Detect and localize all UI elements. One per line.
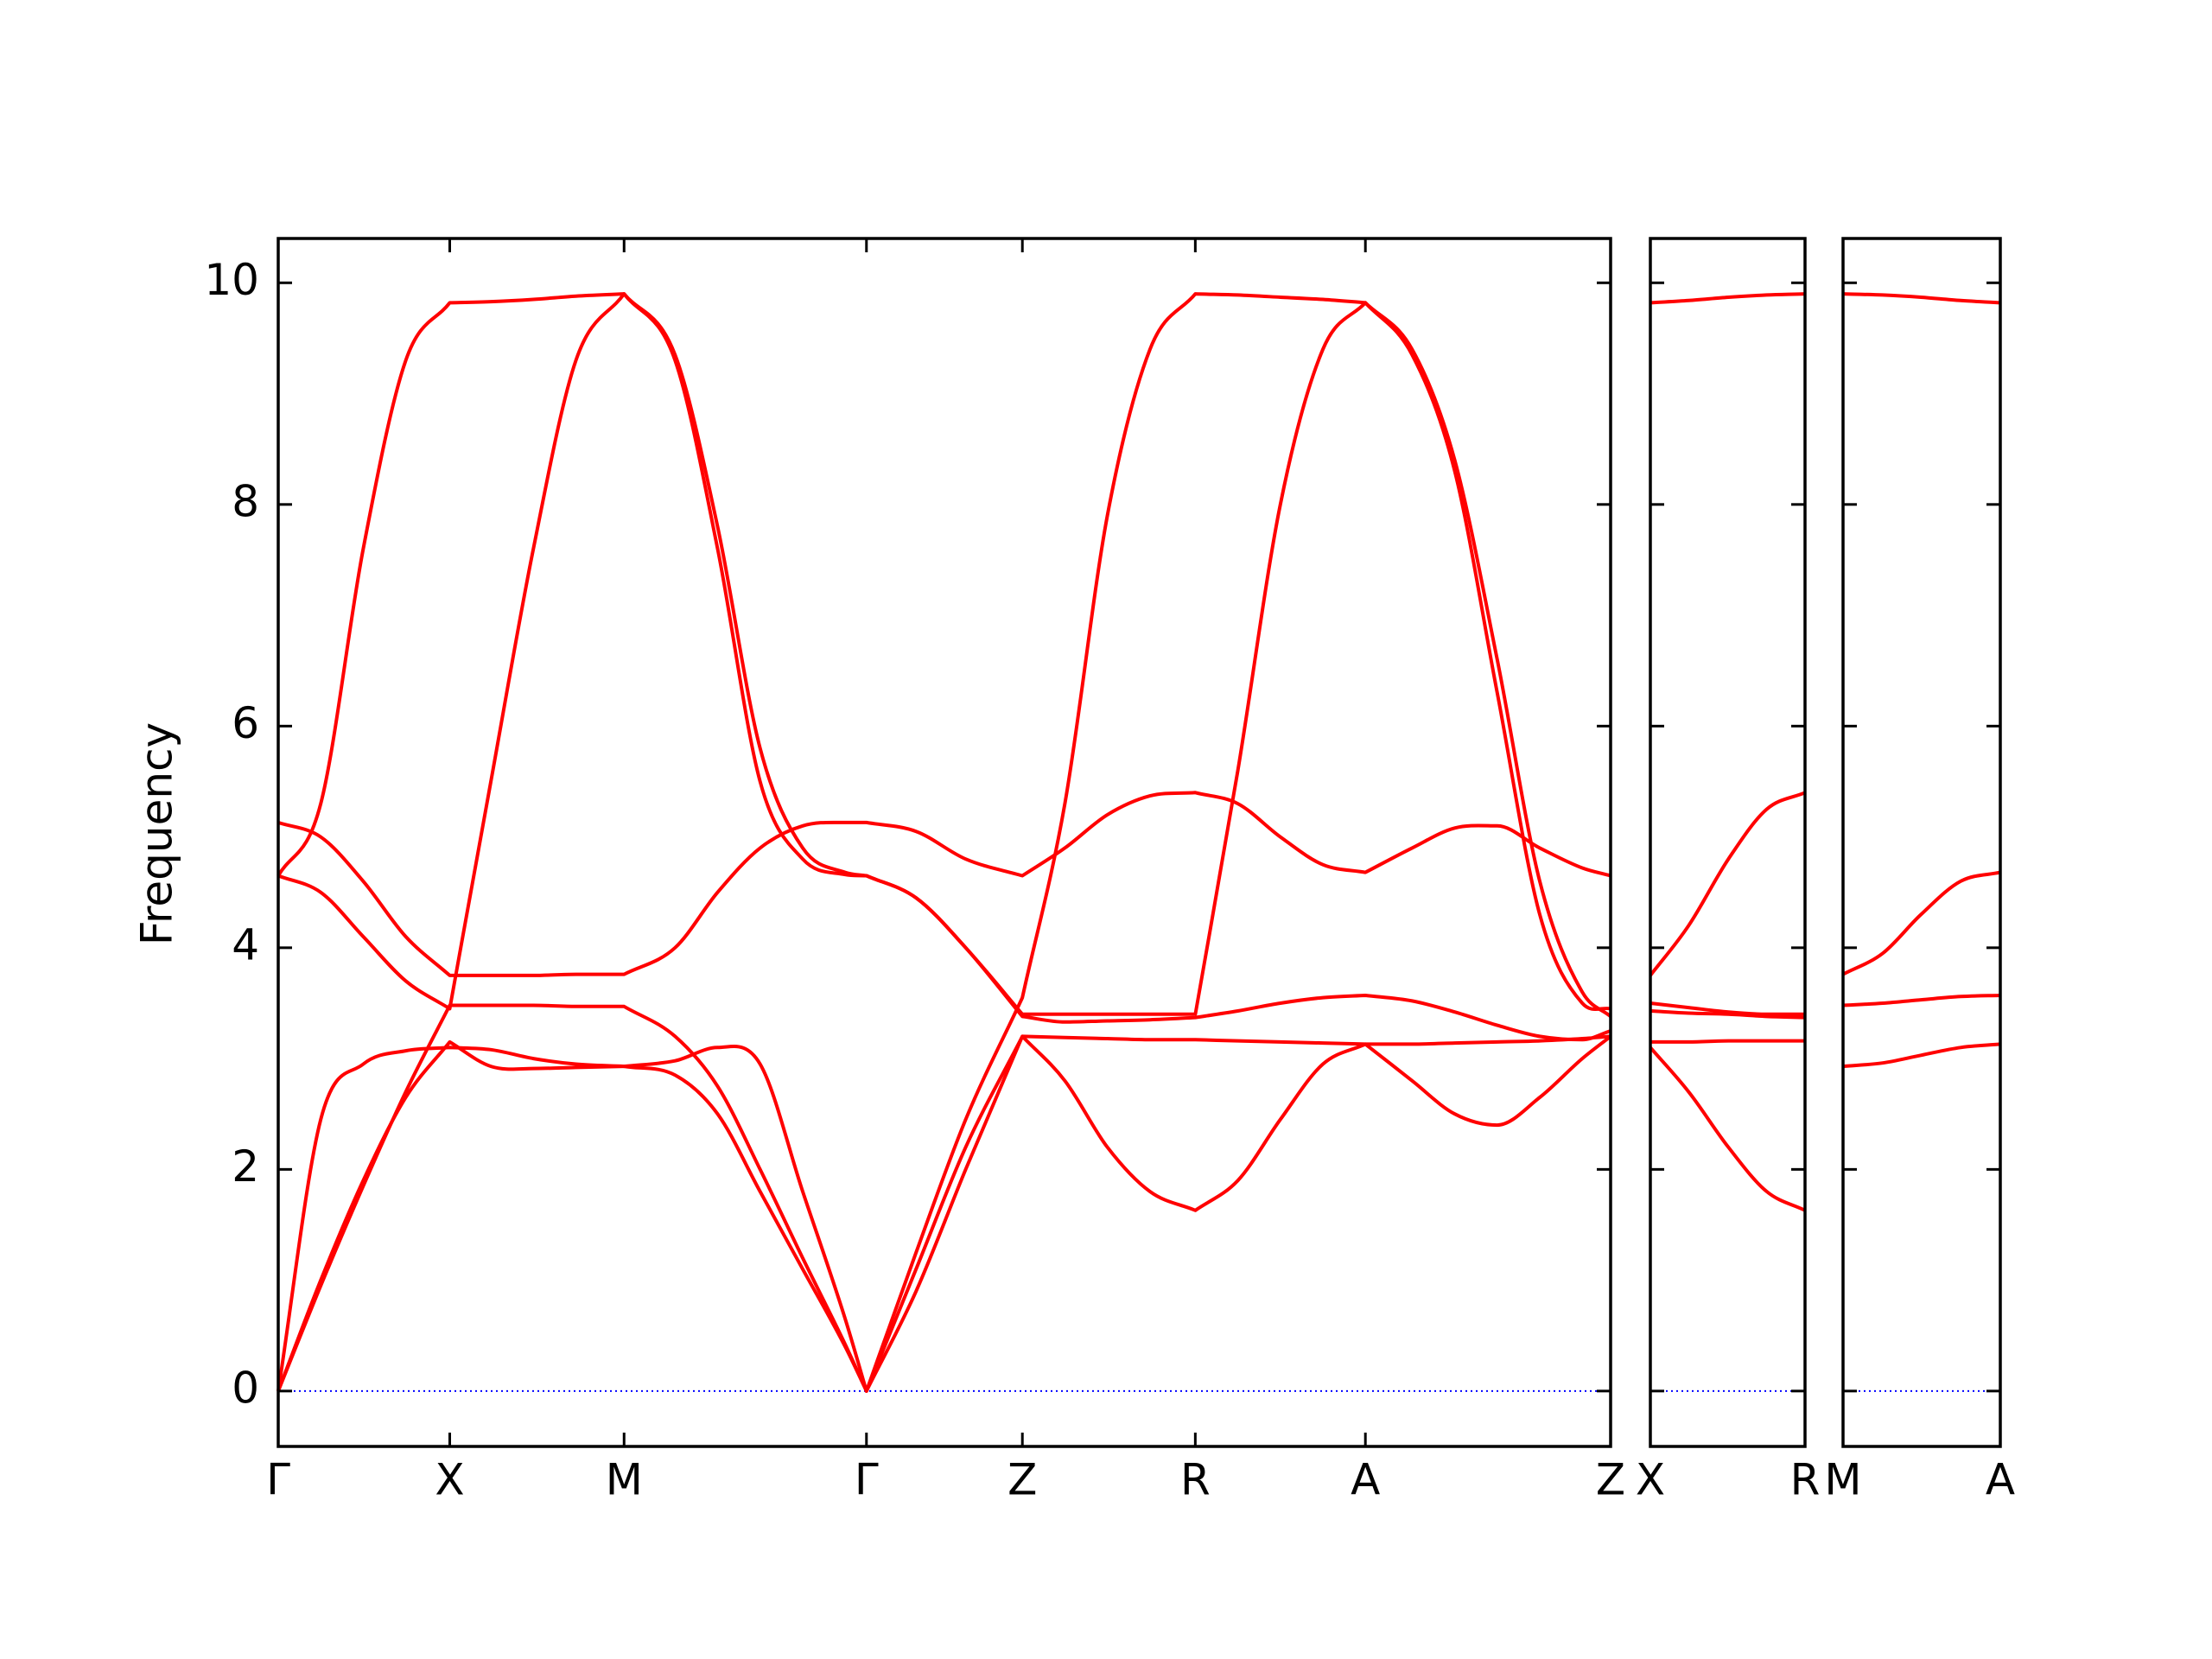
band-line (1649, 1009, 1806, 1020)
band-line (1649, 1001, 1805, 1016)
x-tick-label: Γ (855, 1455, 879, 1505)
x-tick-label: Γ (266, 1455, 290, 1505)
band-line (1649, 292, 1806, 305)
y-tick-label: 6 (232, 698, 259, 748)
band-line (1649, 1046, 1806, 1212)
plot-frame (276, 237, 1612, 1448)
x-tick-label: Z (1596, 1455, 1625, 1505)
plot-frame (1841, 237, 2002, 1448)
x-tick-label: R (1790, 1455, 1821, 1505)
x-tick-label: M (606, 1455, 643, 1505)
band-line (1842, 994, 2001, 1007)
band-line (1649, 1039, 1805, 1044)
y-tick-label: 0 (232, 1363, 259, 1413)
y-axis-label: Frequency (132, 722, 182, 945)
band-line (277, 292, 1611, 1042)
band-line (277, 791, 1611, 977)
y-tick-label: 2 (232, 1141, 259, 1192)
band-line (1842, 870, 2001, 976)
band-line (276, 1034, 1611, 1393)
x-tick-label: A (1986, 1455, 2015, 1505)
band-line (1649, 791, 1806, 977)
band-line (276, 292, 1612, 1018)
y-tick-label: 8 (232, 476, 259, 526)
y-tick-label: 10 (204, 255, 259, 305)
x-tick-label: M (1824, 1455, 1861, 1505)
plot-frame (1649, 237, 1807, 1448)
band-line (276, 292, 1611, 1393)
x-tick-label: X (1636, 1455, 1665, 1505)
y-tick-label: 4 (232, 919, 259, 969)
band-line (1842, 292, 2001, 305)
x-tick-label: R (1180, 1455, 1211, 1505)
x-tick-label: X (435, 1455, 464, 1505)
band-line (1842, 1042, 2001, 1069)
x-tick-label: A (1351, 1455, 1380, 1505)
band-line (276, 1034, 1612, 1393)
x-tick-label: Z (1007, 1455, 1037, 1505)
